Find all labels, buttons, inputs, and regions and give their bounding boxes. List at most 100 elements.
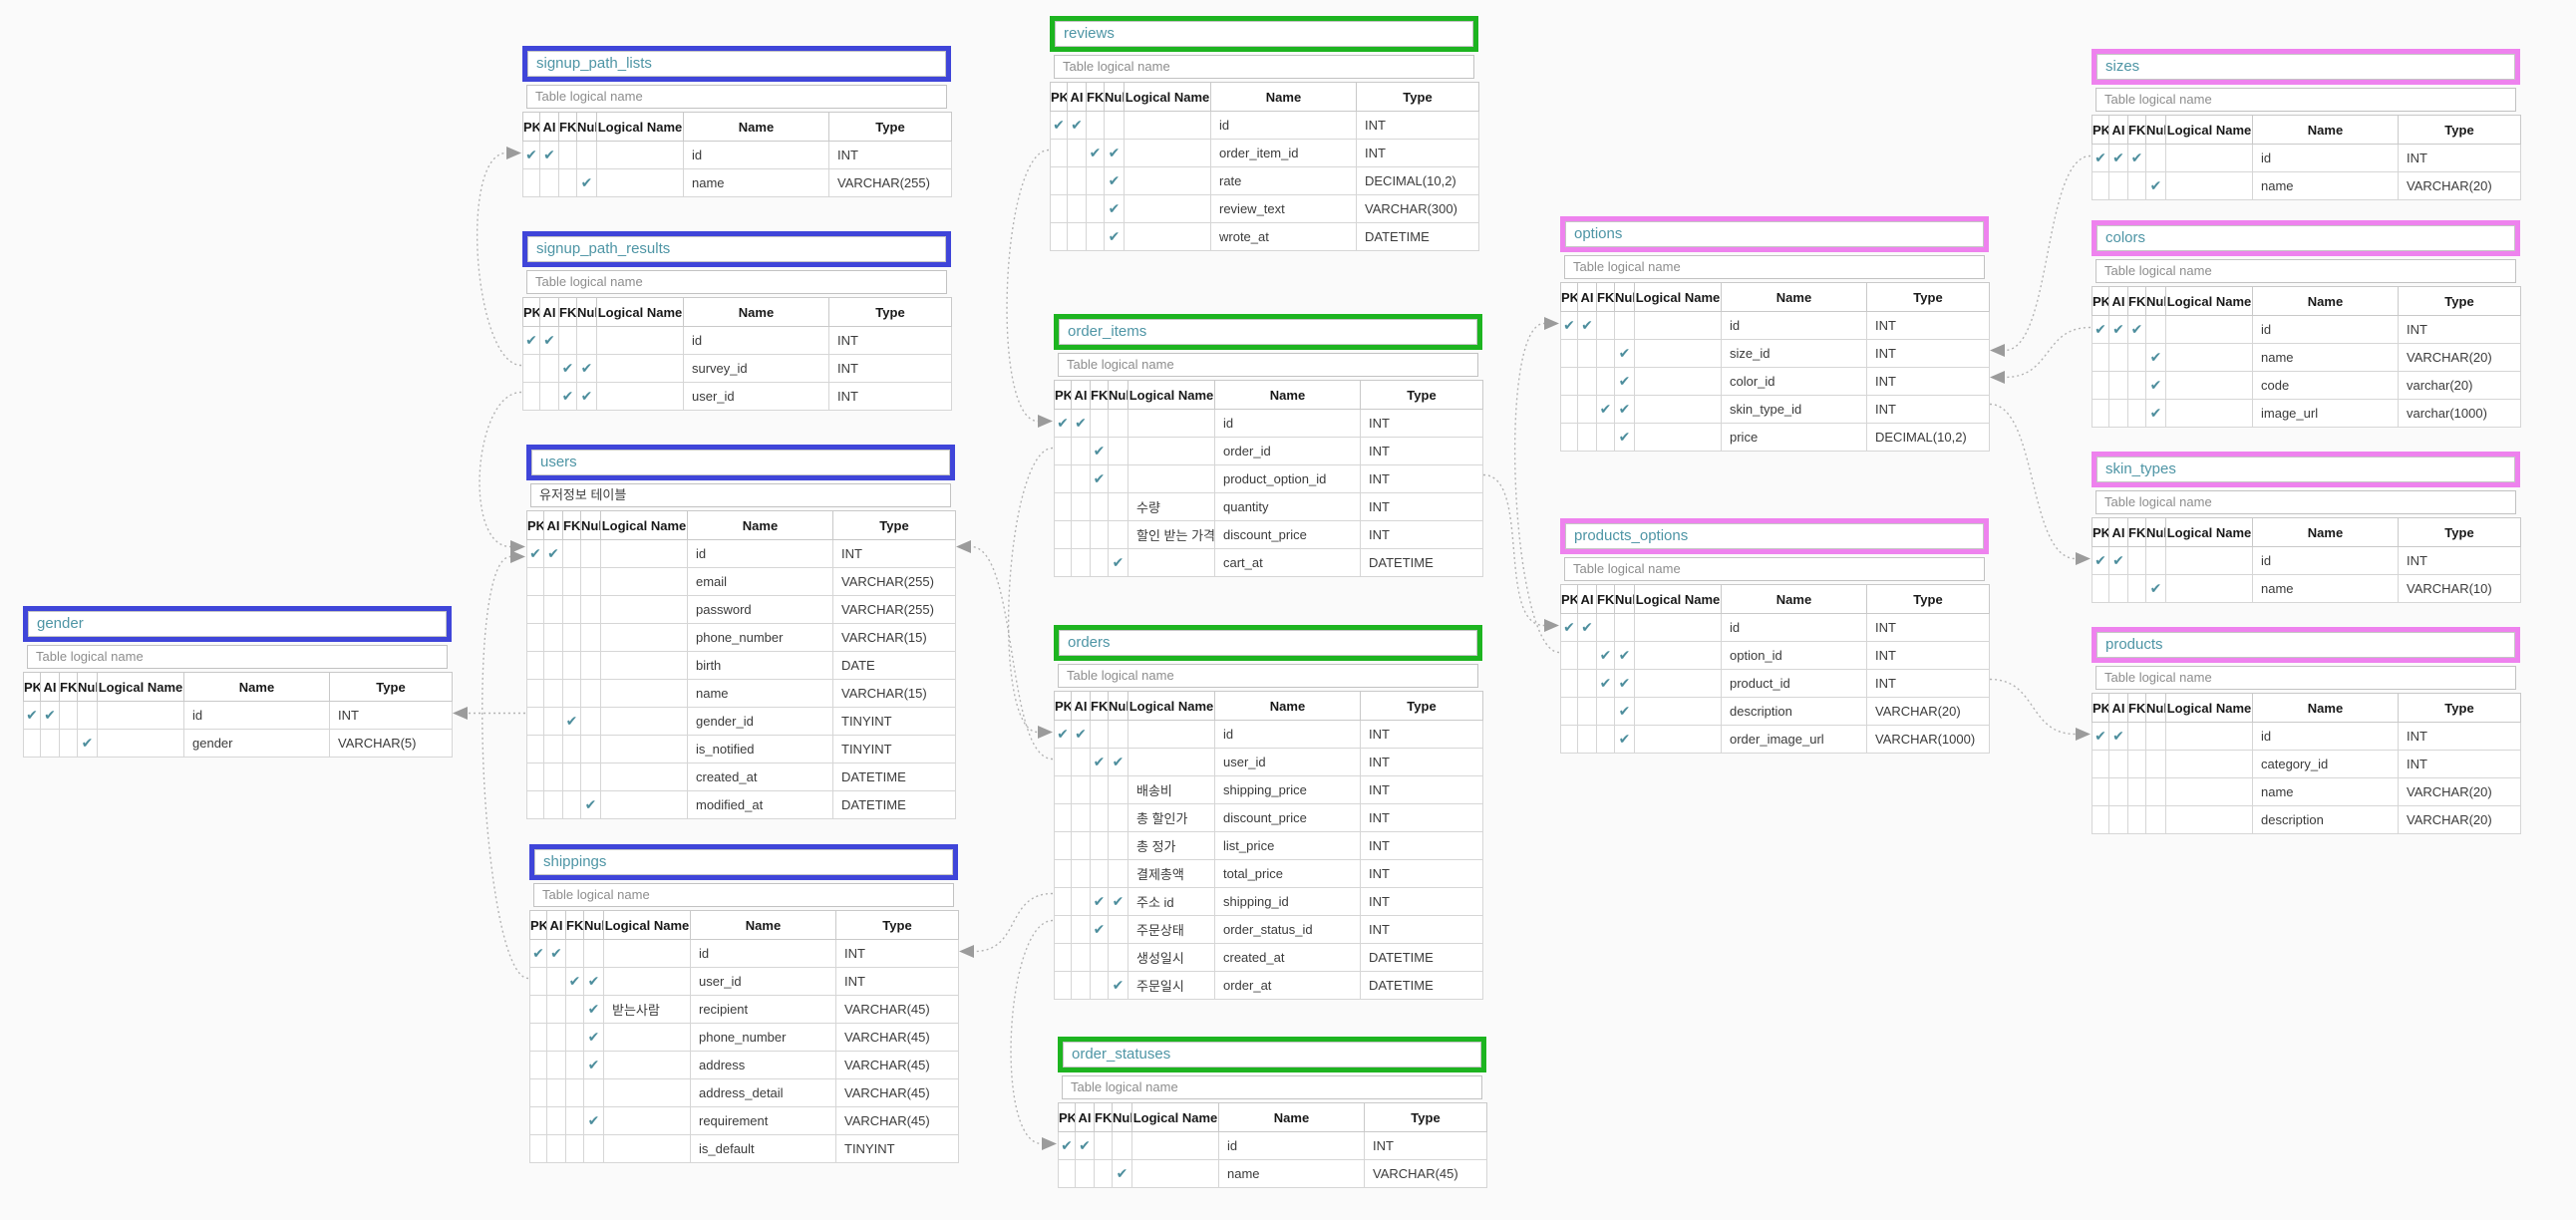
table-title[interactable]: products [2092, 627, 2520, 663]
cell-fk-flag[interactable] [562, 567, 581, 596]
table-title[interactable]: users [526, 445, 955, 480]
cell-type[interactable]: VARCHAR(255) [832, 595, 956, 624]
cell-logical-name[interactable] [1634, 395, 1722, 424]
cell-logical-name[interactable] [600, 595, 688, 624]
relationship-signup_path_results.survey_id-signup_path_lists.id[interactable] [476, 147, 522, 367]
cell-ai-flag[interactable] [1071, 859, 1091, 888]
cell-type[interactable]: DATETIME [1360, 548, 1483, 577]
cell-fk-flag[interactable] [2127, 805, 2146, 834]
cell-name[interactable]: password [687, 595, 833, 624]
cell-type[interactable]: VARCHAR(1000) [1866, 725, 1990, 754]
cell-null-flag[interactable]: ✔ [1614, 697, 1635, 726]
cell-null-flag[interactable] [1108, 437, 1128, 465]
cell-ai-flag[interactable] [543, 790, 563, 819]
cell-ai-flag[interactable] [1577, 339, 1597, 368]
cell-pk-flag[interactable] [1058, 1159, 1076, 1188]
cell-type[interactable]: INT [1356, 139, 1479, 167]
table-logical-name-field[interactable]: Table logical name [1564, 255, 1985, 279]
cell-null-flag[interactable]: ✔ [583, 1106, 604, 1135]
cell-type[interactable]: INT [828, 354, 952, 383]
cell-pk-flag[interactable] [522, 168, 540, 197]
cell-ai-flag[interactable] [1071, 492, 1091, 521]
cell-null-flag[interactable] [2145, 777, 2166, 806]
cell-pk-flag[interactable] [529, 967, 547, 996]
cell-logical-name[interactable] [600, 707, 688, 736]
cell-logical-name[interactable] [1127, 437, 1215, 465]
cell-fk-flag[interactable] [562, 679, 581, 708]
cell-type[interactable]: INT [1866, 367, 1990, 396]
cell-type[interactable]: INT [1866, 613, 1990, 642]
cell-logical-name[interactable] [2165, 805, 2253, 834]
cell-ai-flag[interactable] [1577, 395, 1597, 424]
cell-logical-name[interactable] [603, 1134, 691, 1163]
cell-type[interactable]: INT [1360, 915, 1483, 944]
cell-logical-name[interactable] [1634, 311, 1722, 340]
cell-fk-flag[interactable] [1086, 194, 1105, 223]
cell-pk-flag[interactable]: ✔ [522, 141, 540, 169]
cell-name[interactable]: requirement [690, 1106, 836, 1135]
cell-name[interactable]: color_id [1721, 367, 1867, 396]
cell-type[interactable]: VARCHAR(45) [835, 1023, 959, 1052]
cell-name[interactable]: order_id [1214, 437, 1361, 465]
table-title[interactable]: shippings [529, 844, 958, 880]
table-logical-name-field[interactable]: Table logical name [1062, 1075, 1482, 1099]
cell-pk-flag[interactable] [526, 567, 544, 596]
cell-logical-name[interactable] [1127, 409, 1215, 438]
cell-ai-flag[interactable] [546, 1051, 566, 1079]
cell-pk-flag[interactable]: ✔ [526, 539, 544, 568]
cell-pk-flag[interactable] [1560, 423, 1578, 452]
cell-type[interactable]: INT [2398, 315, 2521, 344]
cell-name[interactable]: phone_number [690, 1023, 836, 1052]
relationship-colors.id-options.color_id[interactable] [1990, 326, 2092, 385]
cell-name[interactable]: id [2252, 546, 2399, 575]
cell-ai-flag[interactable] [546, 1078, 566, 1107]
cell-name[interactable]: order_image_url [1721, 725, 1867, 754]
cell-name[interactable]: wrote_at [1210, 222, 1357, 251]
cell-pk-flag[interactable] [526, 707, 544, 736]
cell-logical-name[interactable]: 총 할인가 [1127, 803, 1215, 832]
cell-fk-flag[interactable] [565, 1051, 584, 1079]
cell-ai-flag[interactable] [539, 382, 559, 411]
cell-pk-flag[interactable]: ✔ [2092, 315, 2109, 344]
cell-fk-flag[interactable]: ✔ [565, 967, 584, 996]
cell-null-flag[interactable] [583, 939, 604, 968]
cell-name[interactable]: product_option_id [1214, 464, 1361, 493]
cell-name[interactable]: image_url [2252, 399, 2399, 428]
cell-null-flag[interactable] [1614, 613, 1635, 642]
cell-type[interactable]: INT [1360, 831, 1483, 860]
cell-null-flag[interactable] [1108, 464, 1128, 493]
cell-null-flag[interactable]: ✔ [77, 729, 98, 758]
cell-name[interactable]: size_id [1721, 339, 1867, 368]
cell-logical-name[interactable] [2165, 546, 2253, 575]
cell-null-flag[interactable]: ✔ [1108, 887, 1128, 916]
cell-ai-flag[interactable] [2108, 371, 2128, 400]
table-logical-name-field[interactable]: Table logical name [526, 85, 947, 109]
table-logical-name-field[interactable]: Table logical name [526, 270, 947, 294]
cell-type[interactable]: DATETIME [832, 790, 956, 819]
cell-pk-flag[interactable] [522, 382, 540, 411]
cell-name[interactable]: product_id [1721, 669, 1867, 698]
cell-pk-flag[interactable]: ✔ [1058, 1131, 1076, 1160]
cell-logical-name[interactable] [2165, 371, 2253, 400]
cell-fk-flag[interactable] [1090, 520, 1109, 549]
cell-null-flag[interactable]: ✔ [576, 382, 597, 411]
cell-null-flag[interactable] [583, 1134, 604, 1163]
cell-null-flag[interactable] [583, 1078, 604, 1107]
cell-logical-name[interactable] [1127, 464, 1215, 493]
cell-logical-name[interactable] [1124, 139, 1211, 167]
cell-name[interactable]: id [683, 141, 829, 169]
cell-type[interactable]: VARCHAR(45) [835, 1106, 959, 1135]
table-logical-name-field[interactable]: Table logical name [2095, 259, 2516, 283]
cell-name[interactable]: discount_price [1214, 520, 1361, 549]
table-title[interactable]: products_options [1560, 518, 1989, 554]
cell-type[interactable]: DECIMAL(10,2) [1356, 166, 1479, 195]
cell-fk-flag[interactable] [1596, 367, 1615, 396]
cell-name[interactable]: name [2252, 574, 2399, 603]
cell-ai-flag[interactable] [1067, 194, 1087, 223]
cell-name[interactable]: id [690, 939, 836, 968]
cell-null-flag[interactable] [576, 141, 597, 169]
cell-fk-flag[interactable] [558, 326, 577, 355]
cell-type[interactable]: INT [1360, 803, 1483, 832]
cell-name[interactable]: id [1214, 409, 1361, 438]
cell-type[interactable]: INT [1360, 520, 1483, 549]
